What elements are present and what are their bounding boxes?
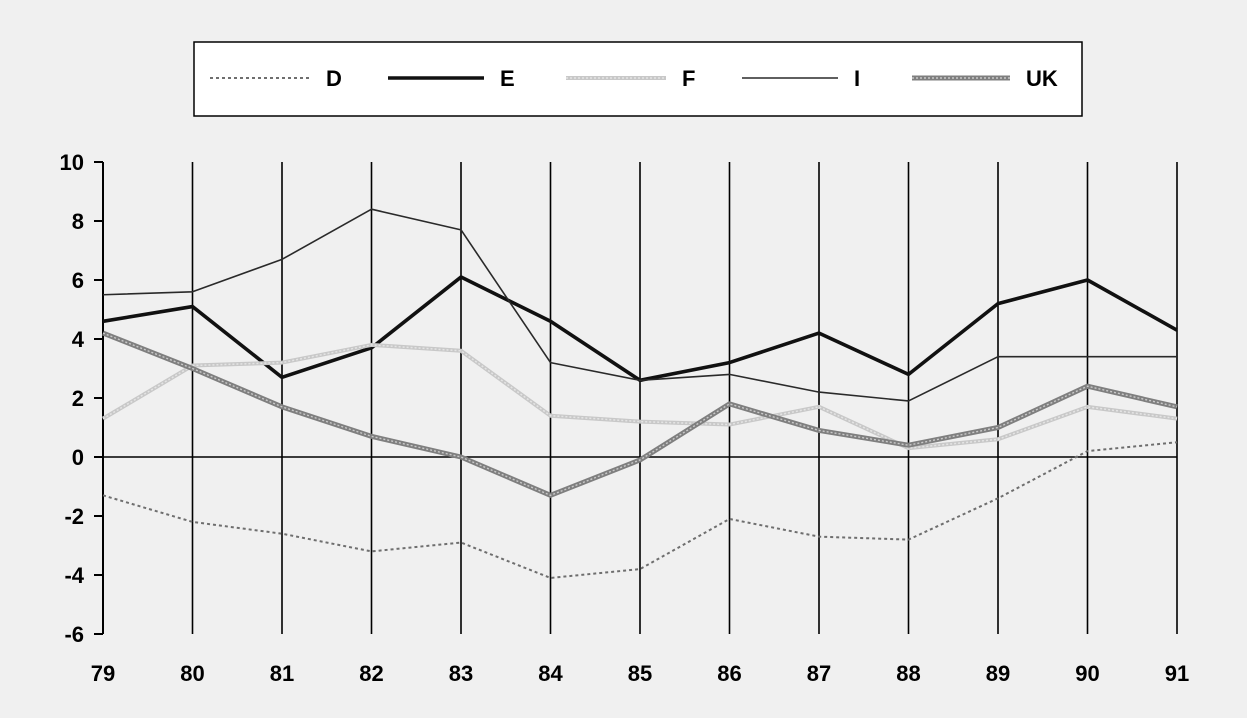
legend-label-f: F (682, 66, 695, 91)
legend-label-e: E (500, 66, 515, 91)
y-tick-label: -6 (64, 622, 84, 647)
series-d-stroke (102, 441, 1178, 579)
x-tick-label: 89 (986, 661, 1010, 686)
x-tick-label: 79 (91, 661, 115, 686)
x-tick-label: 91 (1165, 661, 1189, 686)
x-tick-labels: 79 80 81 82 83 84 85 86 87 88 89 90 91 (91, 661, 1189, 686)
legend-entry-f: F (566, 66, 695, 91)
x-tick-label: 81 (270, 661, 294, 686)
series-i-stroke (102, 208, 1177, 402)
x-tick-label: 84 (538, 661, 563, 686)
y-tick-label: 2 (72, 386, 84, 411)
x-tick-label: 87 (807, 661, 831, 686)
y-tick-label: 6 (72, 268, 84, 293)
series-f-stroke (102, 344, 1178, 449)
legend-label-i: I (854, 66, 860, 91)
grid (191, 162, 1178, 634)
axes (94, 161, 1177, 635)
x-tick-label: 88 (896, 661, 920, 686)
y-tick-label: -2 (64, 504, 84, 529)
legend-entry-d: D (210, 66, 342, 91)
y-tick-labels: 10 8 6 4 2 0 -2 -4 -6 (60, 150, 85, 647)
series-uk-stroke (102, 332, 1178, 497)
legend-entry-e: E (388, 66, 515, 91)
y-tick-label: 4 (72, 327, 85, 352)
x-tick-label: 90 (1075, 661, 1099, 686)
legend-label-d: D (326, 66, 342, 91)
x-tick-label: 83 (449, 661, 473, 686)
y-tick-label: -4 (64, 563, 84, 588)
series-lines (101, 208, 1178, 579)
x-tick-label: 80 (180, 661, 204, 686)
y-tick-label: 10 (60, 150, 84, 175)
x-tick-label: 85 (628, 661, 652, 686)
x-tick-label: 86 (717, 661, 741, 686)
legend-entry-uk: UK (912, 66, 1058, 91)
y-tick-label: 8 (72, 209, 84, 234)
series-f-line (101, 342, 1178, 451)
series-uk-line (102, 330, 1178, 498)
series-d-line (102, 441, 1178, 579)
x-tick-label: 82 (359, 661, 383, 686)
legend-entry-i: I (742, 66, 860, 91)
legend-label-uk: UK (1026, 66, 1058, 91)
y-tick-label: 0 (72, 445, 84, 470)
legend: D E F I UK (193, 41, 1083, 117)
series-i-line (102, 208, 1177, 402)
